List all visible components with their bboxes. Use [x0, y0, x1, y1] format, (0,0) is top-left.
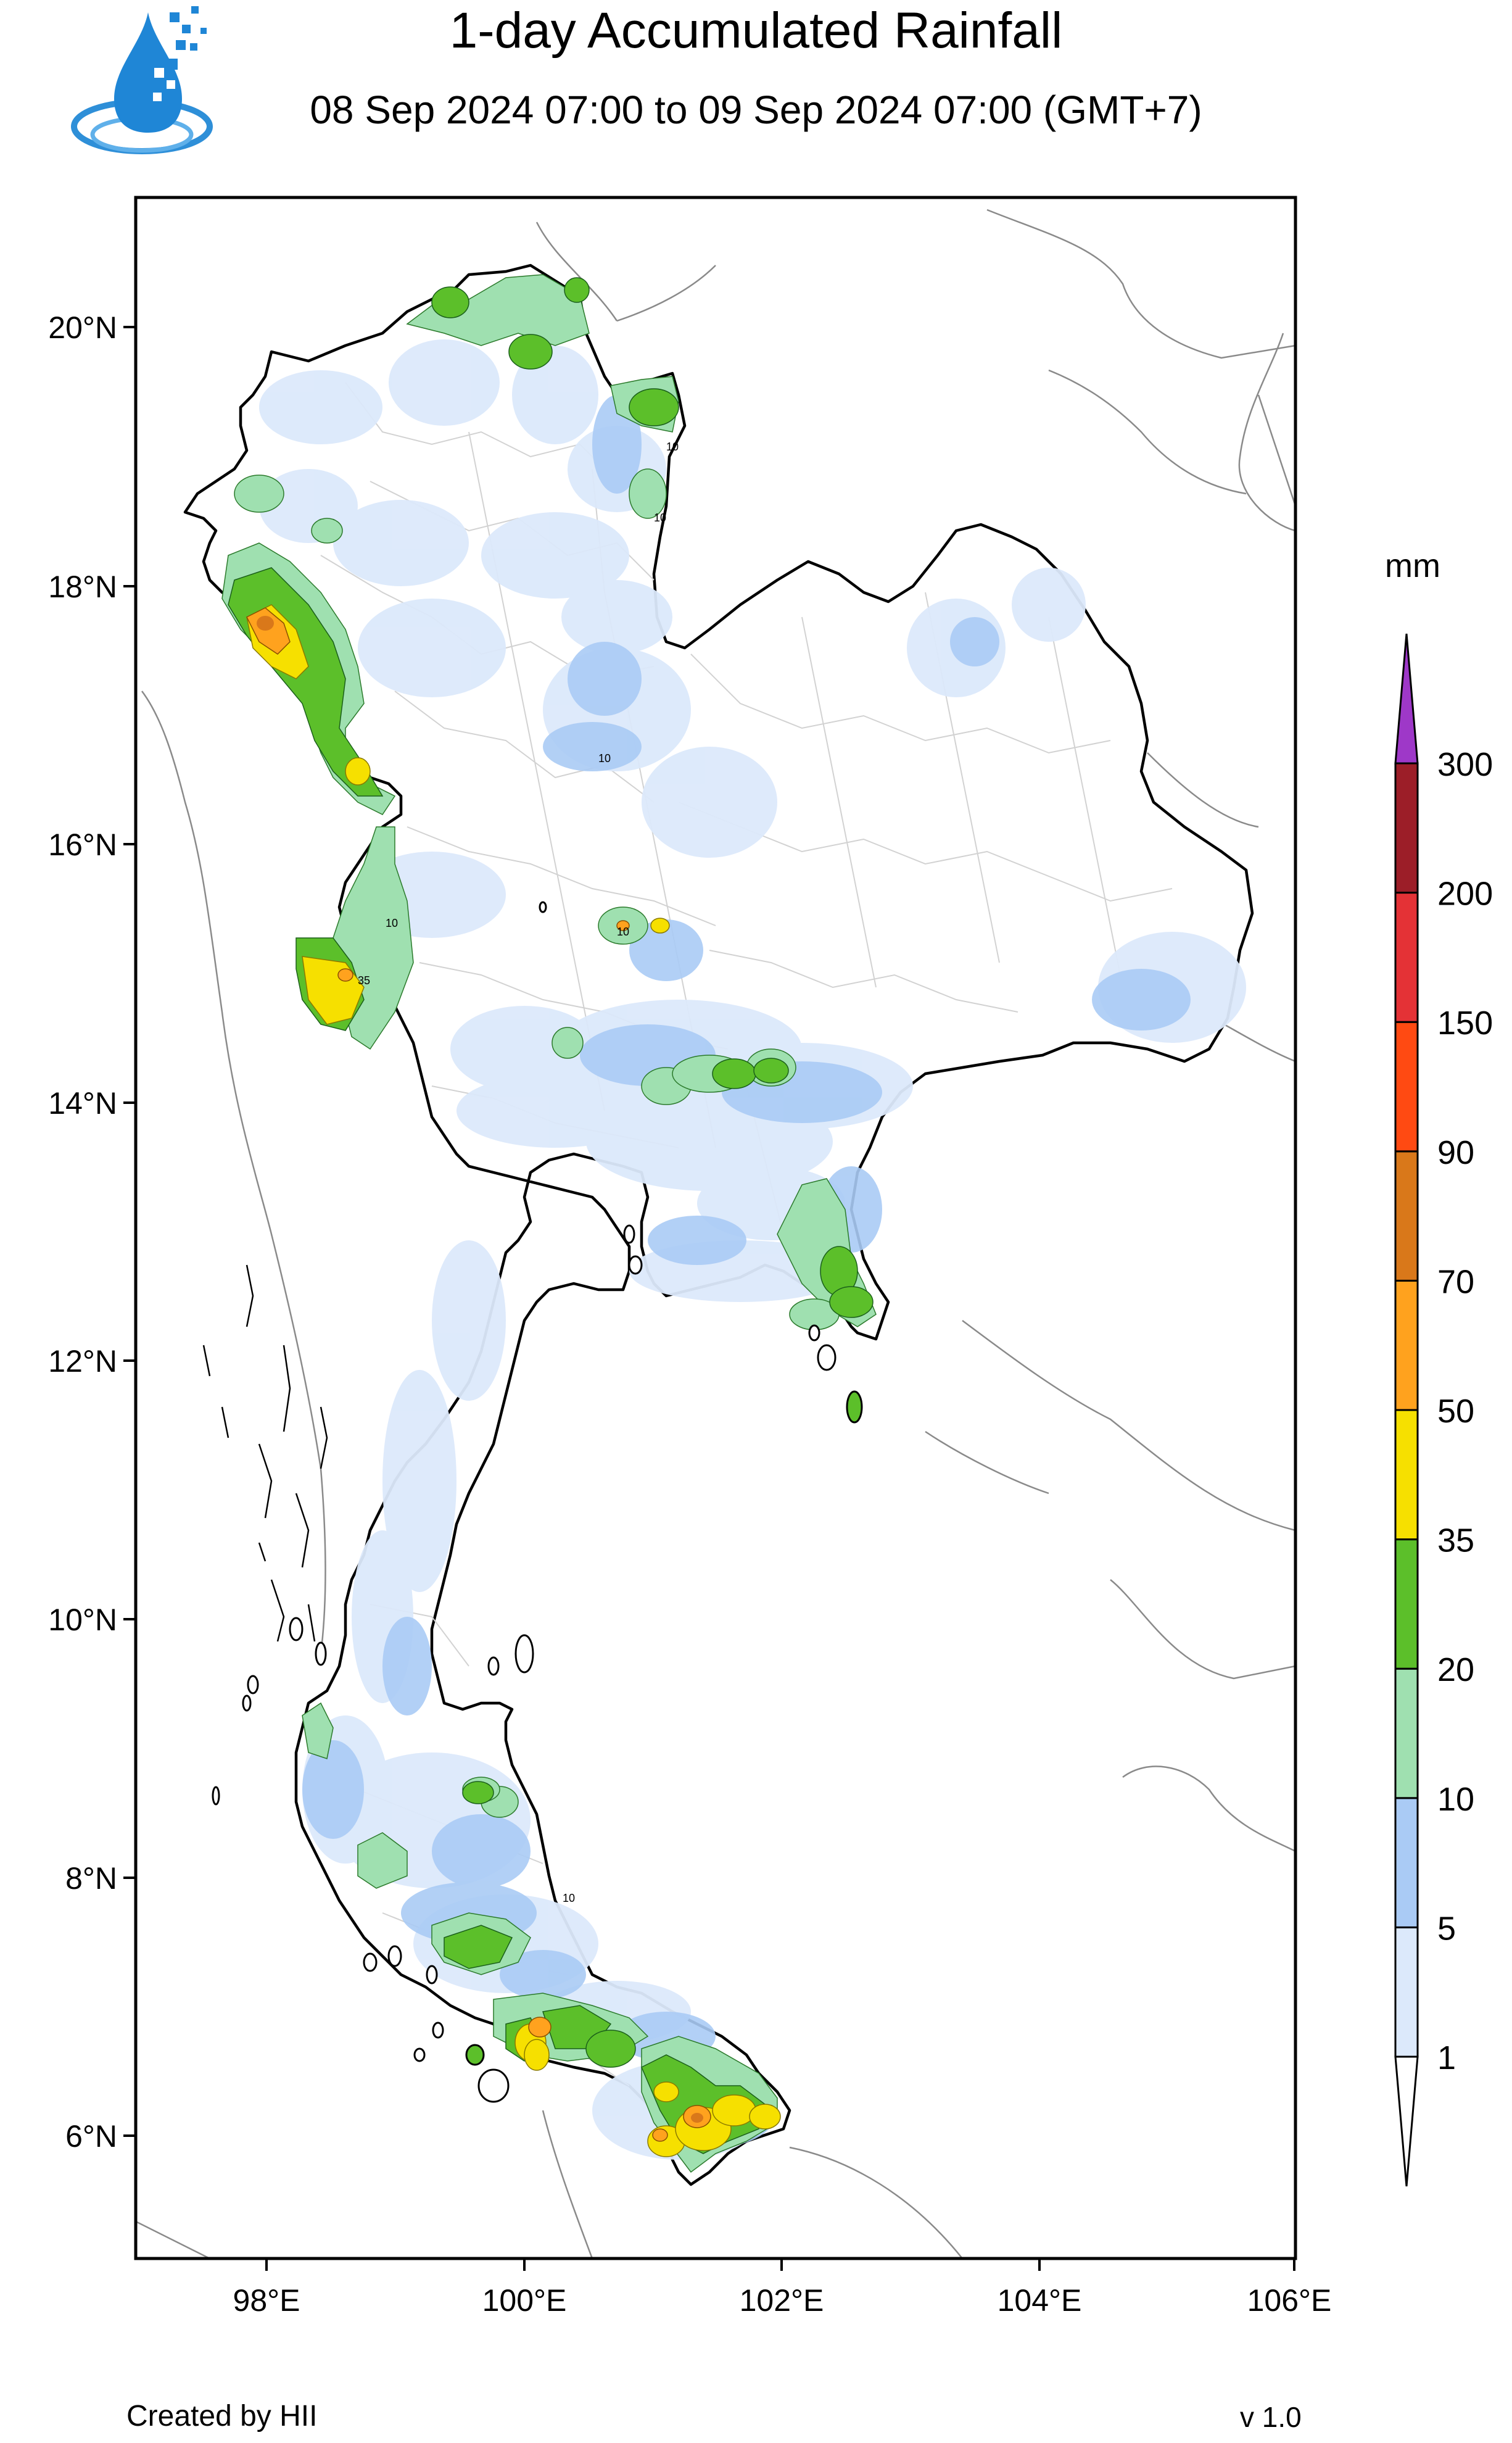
- contour-label: 10: [563, 1892, 575, 1904]
- contour-label: 35: [358, 974, 370, 987]
- lat-label: 8°N: [65, 1861, 117, 1896]
- colorbar-level-label: 10: [1437, 1781, 1474, 1818]
- colorbar-swatch: [1394, 892, 1419, 1023]
- lon-label: 98°E: [233, 2283, 300, 2318]
- colorbar-level-label: 70: [1437, 1263, 1474, 1300]
- contour-label: 10: [617, 926, 629, 938]
- colorbar-swatch: [1394, 1667, 1419, 1799]
- lat-label: 10°N: [48, 1603, 117, 1637]
- rain-70-90mm: [257, 616, 703, 2123]
- colorbar-level-label: 20: [1437, 1651, 1474, 1688]
- colorbar-level-label: 200: [1437, 876, 1493, 913]
- colorbar-swatch: [1394, 1538, 1419, 1670]
- colorbar-over-triangle: [1394, 633, 1419, 765]
- colorbar-under-triangle: [1394, 2055, 1419, 2187]
- islands: [212, 901, 863, 2103]
- mergui-islands: [202, 1264, 328, 1642]
- colorbar-level-label: 35: [1437, 1522, 1474, 1559]
- lat-label: 14°N: [48, 1086, 117, 1121]
- colorbar-swatch: [1394, 1279, 1419, 1411]
- lon-axis: [265, 2258, 1295, 2271]
- colorbar-level-label: 150: [1437, 1005, 1493, 1042]
- colorbar-level-label: 90: [1437, 1134, 1474, 1171]
- contour-label: 10: [598, 752, 611, 765]
- contour-label: 10: [386, 917, 398, 929]
- colorbar-level-label: 50: [1437, 1393, 1474, 1430]
- lat-label: 20°N: [48, 310, 117, 345]
- contour-label: 10: [666, 441, 679, 453]
- colorbar-level-label: 300: [1437, 746, 1493, 783]
- lat-label: 18°N: [48, 570, 117, 604]
- map-frame: [134, 196, 1297, 2260]
- neighbour-borders: [136, 209, 1295, 2258]
- colorbar-level-label: 1: [1437, 2039, 1456, 2076]
- lon-label: 106°E: [1247, 2283, 1332, 2318]
- colorbar-swatch: [1394, 1409, 1419, 1541]
- lat-label: 16°N: [48, 827, 117, 862]
- colorbar-unit: mm: [1385, 547, 1440, 584]
- version-text: v 1.0: [1240, 2401, 1302, 2433]
- colorbar-level-label: 5: [1437, 1910, 1456, 1947]
- colorbar-swatch: [1394, 1797, 1419, 1928]
- lat-axis: [123, 326, 136, 2137]
- lon-label: 104°E: [998, 2283, 1082, 2318]
- chart-subtitle: 08 Sep 2024 07:00 to 09 Sep 2024 07:00 (…: [310, 88, 1202, 132]
- water-drop-logo-icon: [71, 6, 213, 154]
- colorbar-swatch: [1394, 1926, 1419, 2058]
- colorbar-swatch: [1394, 1150, 1419, 1282]
- lon-label: 102°E: [740, 2283, 824, 2318]
- credit-text: Created by HII: [126, 2400, 318, 2433]
- contour-label: 10: [654, 512, 666, 524]
- lon-label: 100°E: [482, 2283, 567, 2318]
- lat-label: 6°N: [65, 2119, 117, 2154]
- colorbar-swatch: [1394, 762, 1419, 894]
- colorbar-swatch: [1394, 1021, 1419, 1153]
- lat-label: 12°N: [48, 1344, 117, 1379]
- chart-title: 1-day Accumulated Rainfall: [449, 2, 1063, 59]
- colorbar: mm 1 5 10 20 35 50 70 90 150 200 300: [1385, 547, 1493, 2187]
